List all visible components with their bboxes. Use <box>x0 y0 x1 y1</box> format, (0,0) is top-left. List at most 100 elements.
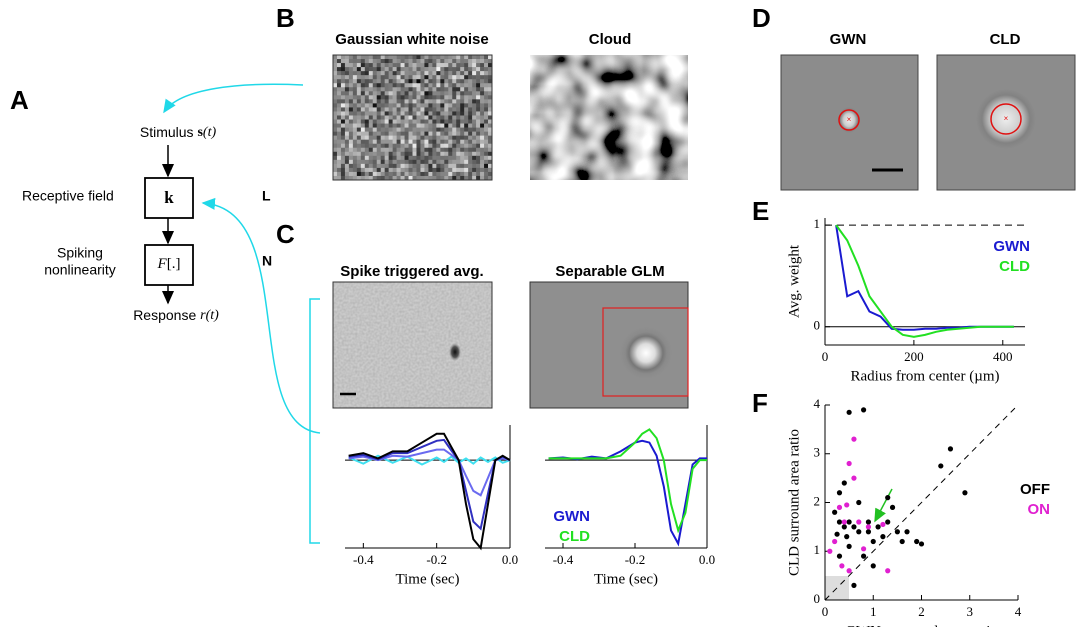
noise-pixel <box>448 99 452 103</box>
noise-pixel <box>357 55 361 59</box>
noise-pixel <box>413 87 417 91</box>
noise-pixel <box>393 124 397 128</box>
noise-pixel <box>357 91 361 95</box>
noise-pixel <box>484 136 488 140</box>
noise-pixel <box>337 107 341 111</box>
noise-pixel <box>452 71 456 75</box>
image-title: Separable GLM <box>555 263 664 280</box>
noise-pixel <box>369 148 373 152</box>
noise-pixel <box>401 128 405 132</box>
noise-pixel <box>393 87 397 91</box>
noise-pixel <box>341 148 345 152</box>
noise-pixel <box>381 91 385 95</box>
point <box>900 539 905 544</box>
y-tick-label: 1 <box>814 216 821 231</box>
noise-pixel <box>476 164 480 168</box>
noise-pixel <box>428 148 432 152</box>
noise-pixel <box>409 132 413 136</box>
noise-pixel <box>468 128 472 132</box>
noise-pixel <box>413 128 417 132</box>
noise-pixel <box>472 144 476 148</box>
noise-pixel <box>361 124 365 128</box>
noise-pixel <box>405 136 409 140</box>
noise-pixel <box>341 99 345 103</box>
noise-pixel <box>369 103 373 107</box>
noise-pixel <box>361 83 365 87</box>
noise-pixel <box>428 107 432 111</box>
point <box>861 407 866 412</box>
noise-pixel <box>484 103 488 107</box>
noise-pixel <box>448 107 452 111</box>
noise-pixel <box>460 132 464 136</box>
noise-pixel <box>365 164 369 168</box>
noise-pixel <box>389 63 393 67</box>
noise-pixel <box>420 87 424 91</box>
noise-pixel <box>409 91 413 95</box>
legend-label: GWN <box>993 238 1030 255</box>
figure: A B C D E F Stimulus s(t) k Receptive fi… <box>0 0 1078 627</box>
noise-pixel <box>440 55 444 59</box>
noise-pixel <box>480 67 484 71</box>
noise-pixel <box>389 128 393 132</box>
noise-pixel <box>456 128 460 132</box>
noise-pixel <box>333 124 337 128</box>
noise-pixel <box>365 140 369 144</box>
stage-label: Receptive field <box>22 188 114 204</box>
noise-pixel <box>341 79 345 83</box>
noise-pixel <box>397 124 401 128</box>
noise-pixel <box>389 115 393 119</box>
noise-pixel <box>480 132 484 136</box>
noise-pixel <box>397 115 401 119</box>
noise-pixel <box>472 156 476 160</box>
noise-pixel <box>397 144 401 148</box>
noise-pixel <box>357 120 361 124</box>
noise-pixel <box>349 172 353 176</box>
series-line <box>836 225 1014 337</box>
noise-pixel <box>484 79 488 83</box>
noise-pixel <box>369 79 373 83</box>
noise-pixel <box>377 168 381 172</box>
noise-pixel <box>440 132 444 136</box>
noise-pixel <box>476 140 480 144</box>
noise-pixel <box>393 67 397 71</box>
noise-pixel <box>409 172 413 176</box>
noise-pixel <box>341 111 345 115</box>
noise-pixel <box>353 144 357 148</box>
noise-pixel <box>424 164 428 168</box>
noise-pixel <box>353 132 357 136</box>
noise-pixel <box>484 128 488 132</box>
noise-pixel <box>381 67 385 71</box>
noise-pixel <box>484 152 488 156</box>
point <box>856 519 861 524</box>
noise-pixel <box>401 132 405 136</box>
noise-pixel <box>361 144 365 148</box>
noise-pixel <box>448 128 452 132</box>
noise-pixel <box>456 55 460 59</box>
noise-pixel <box>440 120 444 124</box>
noise-pixel <box>460 83 464 87</box>
noise-pixel <box>377 63 381 67</box>
noise-pixel <box>448 103 452 107</box>
noise-pixel <box>333 160 337 164</box>
noise-pixel <box>381 172 385 176</box>
noise-pixel <box>484 99 488 103</box>
noise-pixel <box>484 115 488 119</box>
noise-pixel <box>432 156 436 160</box>
noise-pixel <box>432 124 436 128</box>
noise-pixel <box>472 79 476 83</box>
noise-pixel <box>460 164 464 168</box>
noise-pixel <box>405 148 409 152</box>
noise-pixel <box>436 75 440 79</box>
noise-pixel <box>420 91 424 95</box>
noise-pixel <box>333 120 337 124</box>
noise-pixel <box>353 128 357 132</box>
noise-pixel <box>337 144 341 148</box>
noise-pixel <box>464 136 468 140</box>
noise-pixel <box>428 168 432 172</box>
noise-pixel <box>432 91 436 95</box>
noise-pixel <box>361 103 365 107</box>
noise-pixel <box>389 111 393 115</box>
noise-pixel <box>448 79 452 83</box>
noise-pixel <box>385 136 389 140</box>
noise-pixel <box>464 103 468 107</box>
